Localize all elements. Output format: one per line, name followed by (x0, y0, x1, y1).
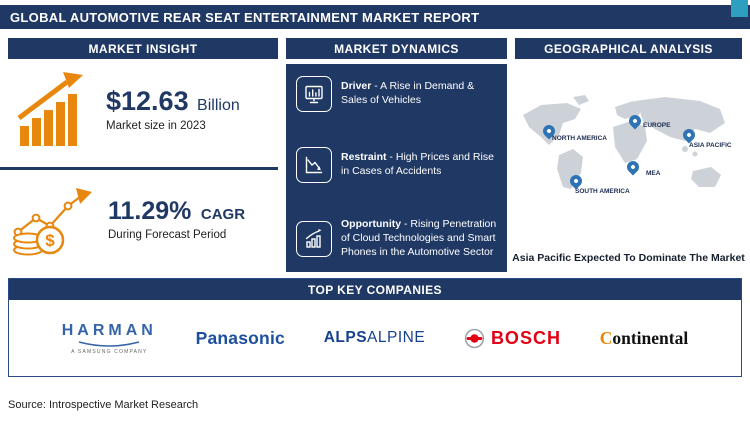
growth-opportunity-icon (296, 221, 332, 258)
market-insight-title: MARKET INSIGHT (88, 41, 198, 56)
cagr-label: CAGR (200, 206, 246, 223)
restraint-row: Restraint - High Prices and Rise in Case… (296, 147, 497, 184)
market-size-block: $12.63 Billion Market size in 2023 (14, 66, 276, 152)
geographical-analysis-header: GEOGRAPHICAL ANALYSIS (515, 38, 742, 59)
opportunity-text: Opportunity - Rising Penetration of Clou… (341, 218, 497, 260)
opportunity-label: Opportunity (341, 218, 402, 231)
driver-label: Driver (341, 80, 372, 93)
south-america-label: SOUTH AMERICA (575, 188, 630, 195)
driver-row: Driver - A Rise in Demand & Sales of Veh… (296, 76, 497, 112)
market-dynamics-header: MARKET DYNAMICS (286, 38, 507, 59)
continental-c: C (599, 327, 613, 348)
restraint-sep: - (386, 151, 396, 164)
driver-sep: - (371, 80, 381, 93)
cagr-caption: During Forecast Period (108, 229, 227, 241)
opportunity-desc: Rising Penetration of Cloud Technologies… (341, 218, 497, 259)
dollar-coin-glyph: $ (45, 231, 55, 250)
alps-wordmark: ALPS (323, 329, 368, 346)
growth-bar-chart-icon (17, 72, 83, 146)
continental-wordmark: ontinental (612, 327, 689, 348)
alpine-wordmark: ALPINE (367, 329, 426, 346)
geographical-analysis-title: GEOGRAPHICAL ANALYSIS (544, 41, 713, 56)
restraint-text: Restraint - High Prices and Rise in Case… (341, 151, 497, 179)
bosch-armature-icon (464, 328, 485, 348)
cagr-text: 11.29% CAGR During Forecast Period (108, 197, 245, 241)
bosch-wordmark: BOSCH (490, 327, 561, 348)
north-america-label: NORTH AMERICA (552, 135, 608, 142)
harman-tagline: A SAMSUNG COMPANY (71, 348, 148, 355)
panasonic-wordmark: Panasonic (195, 327, 285, 348)
alpsalpine-logo: ALPS ALPINE (324, 329, 425, 347)
driver-chart-icon (296, 76, 332, 112)
restraint-label: Restraint (341, 151, 387, 164)
top-key-companies-title: TOP KEY COMPANIES (308, 282, 442, 297)
world-map: NORTH AMERICA EUROPE ASIA PACIFIC MEA SO… (515, 85, 742, 250)
asia-pacific-label: ASIA PACIFIC (689, 142, 732, 149)
harman-logo: HARMAN A SAMSUNG COMPANY (62, 322, 157, 355)
report-title-bar: GLOBAL AUTOMOTIVE REAR SEAT ENTERTAINMEN… (0, 5, 750, 29)
opportunity-sep: - (401, 218, 411, 231)
report-title: GLOBAL AUTOMOTIVE REAR SEAT ENTERTAINMEN… (10, 9, 480, 25)
market-insight-header: MARKET INSIGHT (8, 38, 278, 59)
declining-chart-icon (296, 147, 332, 184)
market-dynamics-title: MARKET DYNAMICS (334, 41, 459, 56)
geo-caption: Asia Pacific Expected To Dominate The Ma… (512, 252, 745, 264)
market-dynamics-panel: Driver - A Rise in Demand & Sales of Veh… (286, 64, 507, 272)
cagr-value: 11.29% (108, 197, 192, 225)
market-size-value: $12.63 (106, 86, 189, 116)
top-key-companies-header: TOP KEY COMPANIES (9, 279, 741, 300)
accent-square (731, 0, 748, 17)
market-size-text: $12.63 Billion Market size in 2023 (106, 86, 240, 132)
top-key-companies-box: TOP KEY COMPANIES HARMAN A SAMSUNG COMPA… (8, 278, 742, 377)
insight-divider (0, 167, 278, 170)
market-size-unit: Billion (197, 97, 240, 114)
market-size-caption: Market size in 2023 (106, 120, 206, 132)
cagr-coins-chart-icon: $ (13, 188, 92, 256)
restraint-desc: High Prices and Rise in Cases of Acciden… (341, 151, 494, 178)
bosch-logo: BOSCH (464, 328, 561, 349)
driver-text: Driver - A Rise in Demand & Sales of Veh… (341, 80, 497, 108)
panasonic-logo: Panasonic (196, 328, 285, 349)
company-logos-row: HARMAN A SAMSUNG COMPANY Panasonic ALPS A… (9, 300, 741, 376)
harman-wordmark: HARMAN (61, 321, 157, 339)
driver-desc: A Rise in Demand & Sales of Vehicles (341, 80, 475, 106)
opportunity-row: Opportunity - Rising Penetration of Clou… (296, 218, 497, 260)
source-note: Source: Introspective Market Research (8, 399, 199, 411)
harman-swoosh-icon (79, 340, 140, 347)
cagr-block: $ 11.29% CAGR During Forecast Period (10, 180, 276, 258)
europe-label: EUROPE (643, 122, 671, 129)
mea-label: MEA (646, 170, 661, 177)
